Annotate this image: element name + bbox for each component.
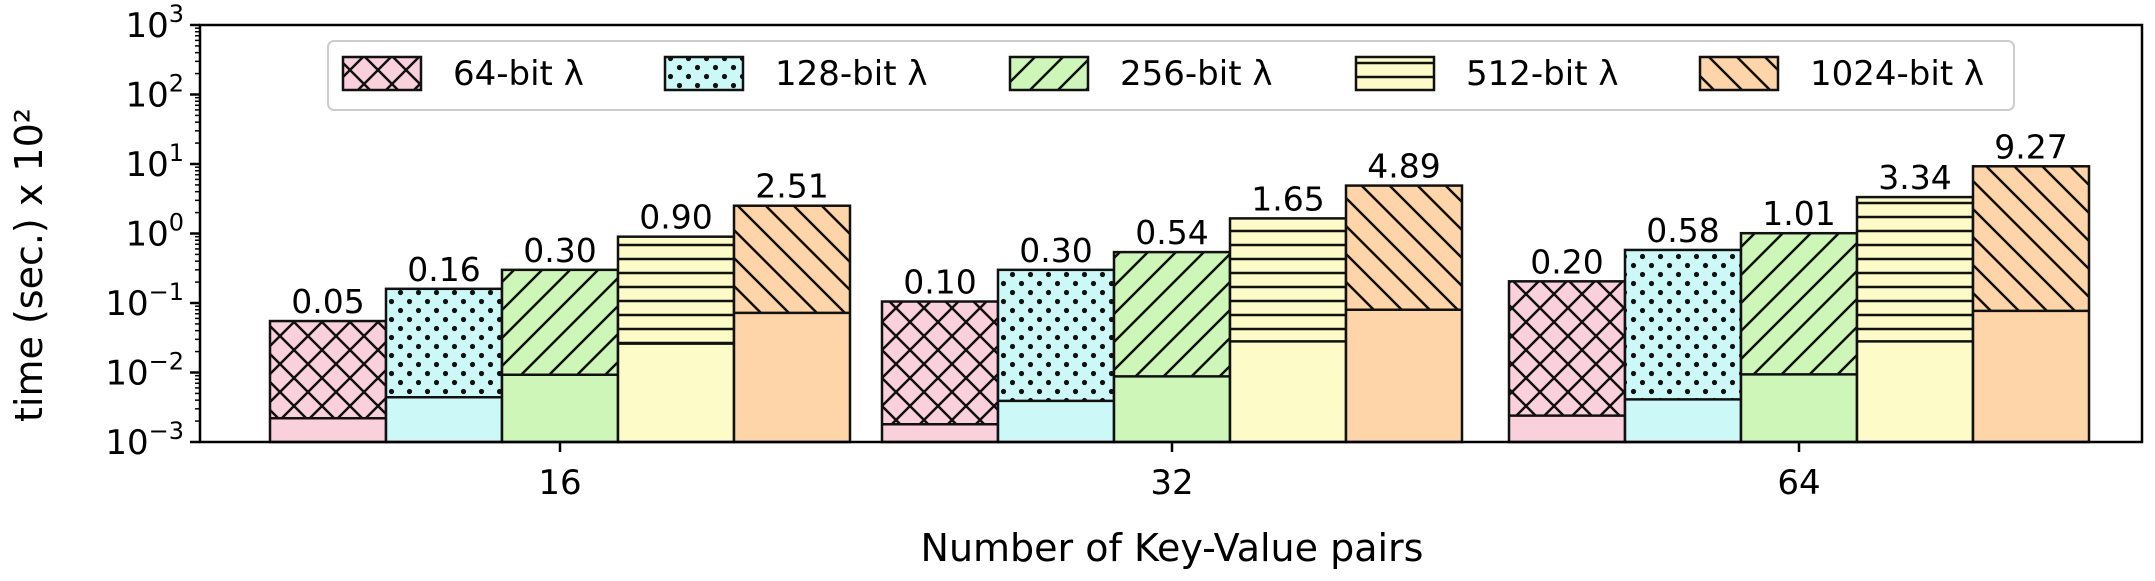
y-tick-label: 103 (125, 0, 184, 46)
bar-value-label: 4.89 (1367, 147, 1440, 186)
bar-value-label: 9.27 (1994, 127, 2067, 166)
y-tick-label: 101 (125, 139, 184, 185)
bar-value-label: 0.05 (291, 282, 364, 321)
bar-hatch (386, 288, 502, 398)
x-tick-label: 32 (1150, 463, 1193, 503)
bar-hatch (618, 236, 734, 344)
bar-hatch (882, 301, 998, 425)
y-tick-label: 100 (125, 209, 184, 255)
bar-hatch (1741, 233, 1857, 375)
bar-value-label: 0.90 (639, 198, 712, 237)
x-tick-label: 64 (1777, 463, 1820, 503)
legend-label: 128-bit λ (775, 54, 927, 94)
y-axis-title: time (sec.) x 10² (7, 108, 51, 422)
bar-hatch (1230, 218, 1346, 342)
legend-box (327, 40, 2015, 111)
bar-hatch (1509, 281, 1625, 416)
bar-value-label: 0.58 (1646, 211, 1719, 250)
bar-value-label: 1.01 (1762, 194, 1835, 233)
bar-value-label: 2.51 (755, 167, 828, 206)
y-tick-label: 10−1 (105, 278, 184, 324)
bar-hatch (1346, 185, 1462, 310)
bar-value-label: 0.10 (903, 263, 976, 302)
legend-swatch-hatch (663, 55, 745, 92)
bar-hatch (1973, 166, 2089, 311)
y-tick-label: 10−3 (105, 417, 184, 463)
legend-label: 1024-bit λ (1810, 54, 1984, 94)
legend-swatch-hatch (1354, 55, 1436, 92)
bar-value-label: 3.34 (1878, 158, 1951, 197)
legend-label: 64-bit λ (453, 54, 584, 94)
x-axis-title: Number of Key-Value pairs (921, 526, 1424, 570)
plot-frame (198, 23, 2144, 444)
legend-swatch-hatch (1698, 55, 1780, 92)
bar-value-label: 0.30 (1019, 231, 1092, 270)
bar-hatch (998, 269, 1114, 401)
bar-value-label: 0.30 (523, 231, 596, 270)
bar-hatch (1857, 197, 1973, 342)
bar-hatch (1625, 249, 1741, 400)
legend-label: 256-bit λ (1120, 54, 1272, 94)
bar-hatch (1114, 252, 1230, 377)
bar-value-label: 0.20 (1530, 242, 1603, 281)
bar-hatch (270, 321, 386, 419)
legend-label: 512-bit λ (1466, 54, 1618, 94)
bar-value-label: 0.16 (407, 250, 480, 289)
bar-value-label: 1.65 (1251, 179, 1324, 218)
y-tick-label: 102 (125, 70, 184, 116)
bar-hatch (502, 269, 618, 375)
legend-swatch-hatch (341, 55, 423, 92)
bar-value-label: 0.54 (1135, 213, 1208, 252)
legend: 64-bit λ 128-bit λ 256-bit λ 512-bit λ 1024-… (327, 40, 2015, 111)
legend-swatch-hatch (1008, 55, 1090, 92)
bar-hatch (734, 205, 850, 313)
y-tick-label: 10−2 (105, 348, 184, 394)
x-tick-label: 16 (538, 463, 581, 503)
